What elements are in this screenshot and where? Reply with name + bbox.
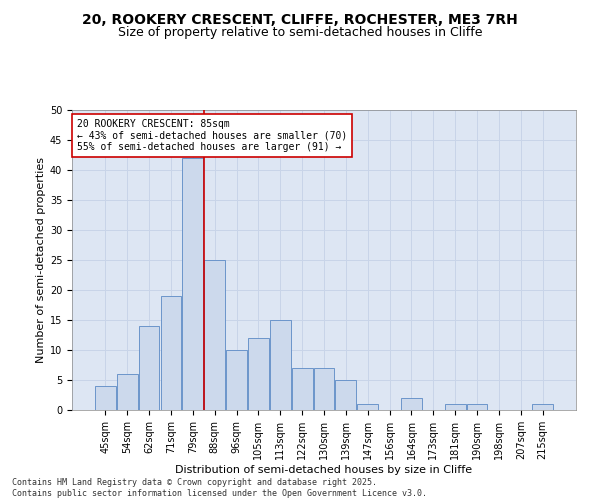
Bar [314,368,334,410]
Bar [226,350,247,410]
Bar [182,158,203,410]
Bar [117,374,137,410]
Text: Size of property relative to semi-detached houses in Cliffe: Size of property relative to semi-detach… [118,26,482,39]
Bar [292,368,313,410]
Bar [161,296,181,410]
Text: 20, ROOKERY CRESCENT, CLIFFE, ROCHESTER, ME3 7RH: 20, ROOKERY CRESCENT, CLIFFE, ROCHESTER,… [82,12,518,26]
Bar [335,380,356,410]
Bar [139,326,160,410]
X-axis label: Distribution of semi-detached houses by size in Cliffe: Distribution of semi-detached houses by … [175,464,473,474]
Bar [445,404,466,410]
Bar [270,320,290,410]
Bar [467,404,487,410]
Bar [401,398,422,410]
Bar [204,260,225,410]
Y-axis label: Number of semi-detached properties: Number of semi-detached properties [35,157,46,363]
Text: 20 ROOKERY CRESCENT: 85sqm
← 43% of semi-detached houses are smaller (70)
55% of: 20 ROOKERY CRESCENT: 85sqm ← 43% of semi… [77,119,347,152]
Bar [358,404,378,410]
Text: Contains HM Land Registry data © Crown copyright and database right 2025.
Contai: Contains HM Land Registry data © Crown c… [12,478,427,498]
Bar [248,338,269,410]
Bar [95,386,116,410]
Bar [532,404,553,410]
